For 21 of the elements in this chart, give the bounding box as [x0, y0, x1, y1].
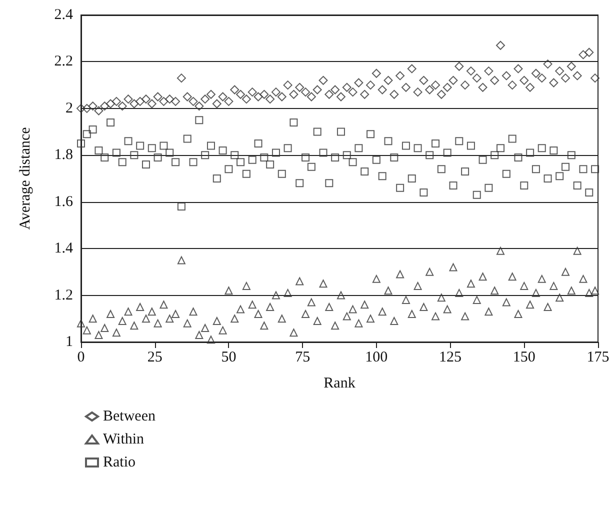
y-tick-label: 2.4: [54, 7, 74, 23]
legend-label: Ratio: [103, 454, 136, 470]
y-tick-label: 1: [66, 334, 73, 350]
x-tick-label: 175: [586, 350, 610, 366]
y-axis-title: Average distance: [18, 126, 34, 230]
x-tick-label: 25: [147, 350, 162, 366]
y-tick-label: 1.4: [54, 240, 74, 257]
y-tick-label: 1.6: [54, 194, 74, 210]
x-axis-title: Rank: [324, 376, 356, 392]
x-tick-label: 50: [221, 350, 236, 366]
y-tick-label: 2: [66, 100, 73, 116]
y-tick-label: 1.8: [54, 147, 73, 164]
x-tick-label: 125: [439, 350, 462, 366]
x-tick-label: 150: [512, 350, 536, 366]
x-tick-label: 0: [77, 350, 85, 366]
y-tick-label: 1.2: [54, 287, 73, 304]
y-tick-label: 2.2: [54, 54, 73, 70]
legend-label: Between: [103, 408, 156, 424]
legend-label: Within: [103, 432, 145, 448]
x-tick-label: 100: [365, 350, 388, 366]
x-tick-label: 75: [295, 350, 310, 366]
